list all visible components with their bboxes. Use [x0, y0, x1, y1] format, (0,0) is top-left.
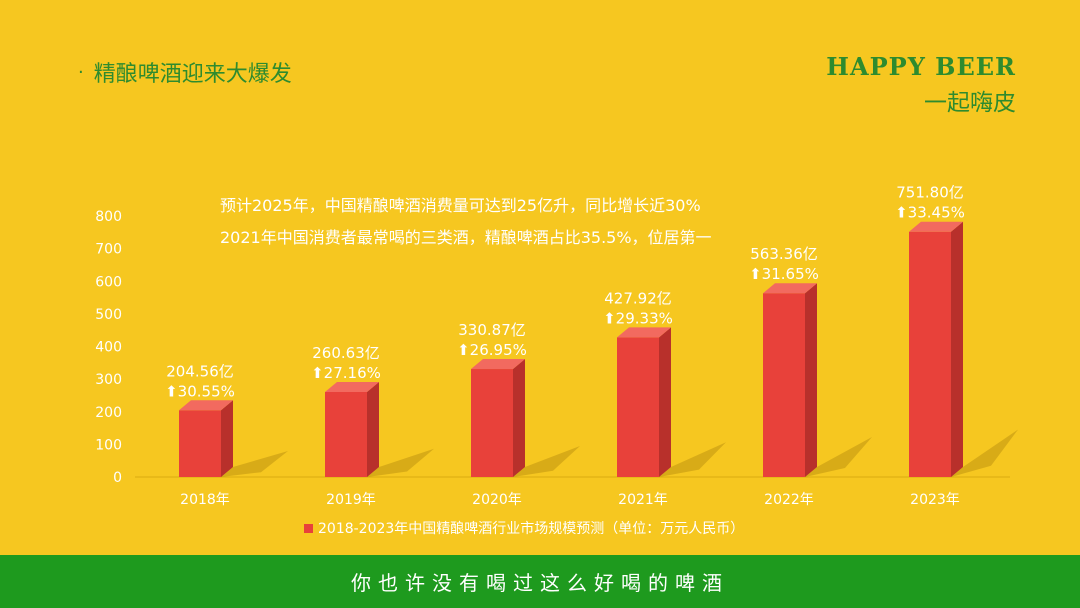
brand-chinese: 一起嗨皮 — [924, 90, 1016, 116]
bar-shadow — [513, 446, 580, 477]
growth-label: ⬆30.55% — [165, 382, 235, 400]
bar-chart: 0 100 200 300 400 500 600 700 800 204.56亿 ⬆30.55% 2… — [95, 184, 1018, 537]
x-tick-label: 2022年 — [764, 492, 814, 508]
bar-shadow — [221, 450, 288, 477]
bar — [179, 410, 221, 477]
y-tick-label: 300 — [95, 372, 122, 388]
chart-notes: 预计2025年，中国精酿啤酒消费量可达到25亿升，同比增长近30% 2021年中… — [220, 190, 712, 254]
bar-top — [325, 381, 379, 392]
data-label: 751.80亿 — [896, 184, 964, 202]
bar-top — [471, 359, 525, 370]
footer-slogan: 你也许没有喝过这么好喝的啤酒 — [351, 571, 729, 595]
data-label: 260.63亿 — [312, 344, 380, 362]
bar-shadow — [805, 436, 872, 477]
data-label: 204.56亿 — [166, 362, 234, 380]
note-line-1: 预计2025年，中国精酿啤酒消费量可达到25亿升，同比增长近30% — [220, 196, 701, 215]
footer-banner: 你也许没有喝过这么好喝的啤酒 — [0, 555, 1080, 608]
bar-side — [221, 400, 233, 477]
y-tick-label: 0 — [113, 470, 122, 486]
bar — [325, 391, 367, 477]
bar-top — [909, 221, 963, 232]
title-text: 精酿啤酒迎来大爆发 — [93, 62, 292, 87]
bar — [471, 369, 513, 477]
data-label: 330.87亿 — [458, 321, 526, 339]
x-tick-label: 2018年 — [180, 492, 230, 508]
y-tick-label: 400 — [95, 340, 122, 356]
growth-label: ⬆26.95% — [457, 341, 527, 359]
growth-label: ⬆29.33% — [603, 309, 673, 327]
x-tick-label: 2023年 — [910, 492, 960, 508]
legend-swatch — [304, 524, 313, 533]
bar-side — [659, 327, 671, 477]
bar-top — [763, 283, 817, 294]
growth-label: ⬆33.45% — [895, 204, 965, 222]
x-tick-label: 2019年 — [326, 492, 376, 508]
bar-side — [367, 381, 379, 477]
y-tick-label: 200 — [95, 405, 122, 421]
bar — [909, 231, 951, 477]
legend-label: 2018-2023年中国精酿啤酒行业市场规模预测（单位：万元人民币） — [318, 520, 744, 537]
note-line-2: 2021年中国消费者最常喝的三类酒，精酿啤酒占比35.5%，位居第一 — [220, 228, 712, 247]
brand-english: HAPPY BEER — [826, 52, 1016, 81]
y-tick-label: 600 — [95, 274, 122, 290]
x-tick-label: 2020年 — [472, 492, 522, 508]
data-label: 563.36亿 — [750, 245, 818, 263]
y-tick-label: 500 — [95, 307, 122, 323]
y-tick-label: 700 — [95, 242, 122, 258]
y-tick-label: 100 — [95, 437, 122, 453]
page-title: · 精酿啤酒迎来大爆发 — [78, 56, 292, 88]
bar-shadow — [367, 448, 434, 477]
bar-shadow — [659, 442, 726, 477]
bar — [617, 337, 659, 477]
bar-side — [805, 283, 817, 477]
x-tick-label: 2021年 — [618, 492, 668, 508]
bar-side — [513, 359, 525, 477]
brand-block: HAPPY BEER 一起嗨皮 — [826, 52, 1016, 117]
bar-top — [617, 327, 671, 338]
growth-label: ⬆27.16% — [311, 364, 381, 382]
y-tick-label: 800 — [95, 209, 122, 225]
data-label: 427.92亿 — [604, 289, 672, 307]
bar — [763, 293, 805, 477]
bar-shadow — [951, 429, 1018, 477]
bar-top — [179, 400, 233, 411]
bar-side — [951, 221, 963, 477]
title-bullet: · — [78, 61, 84, 83]
growth-label: ⬆31.65% — [749, 265, 819, 283]
